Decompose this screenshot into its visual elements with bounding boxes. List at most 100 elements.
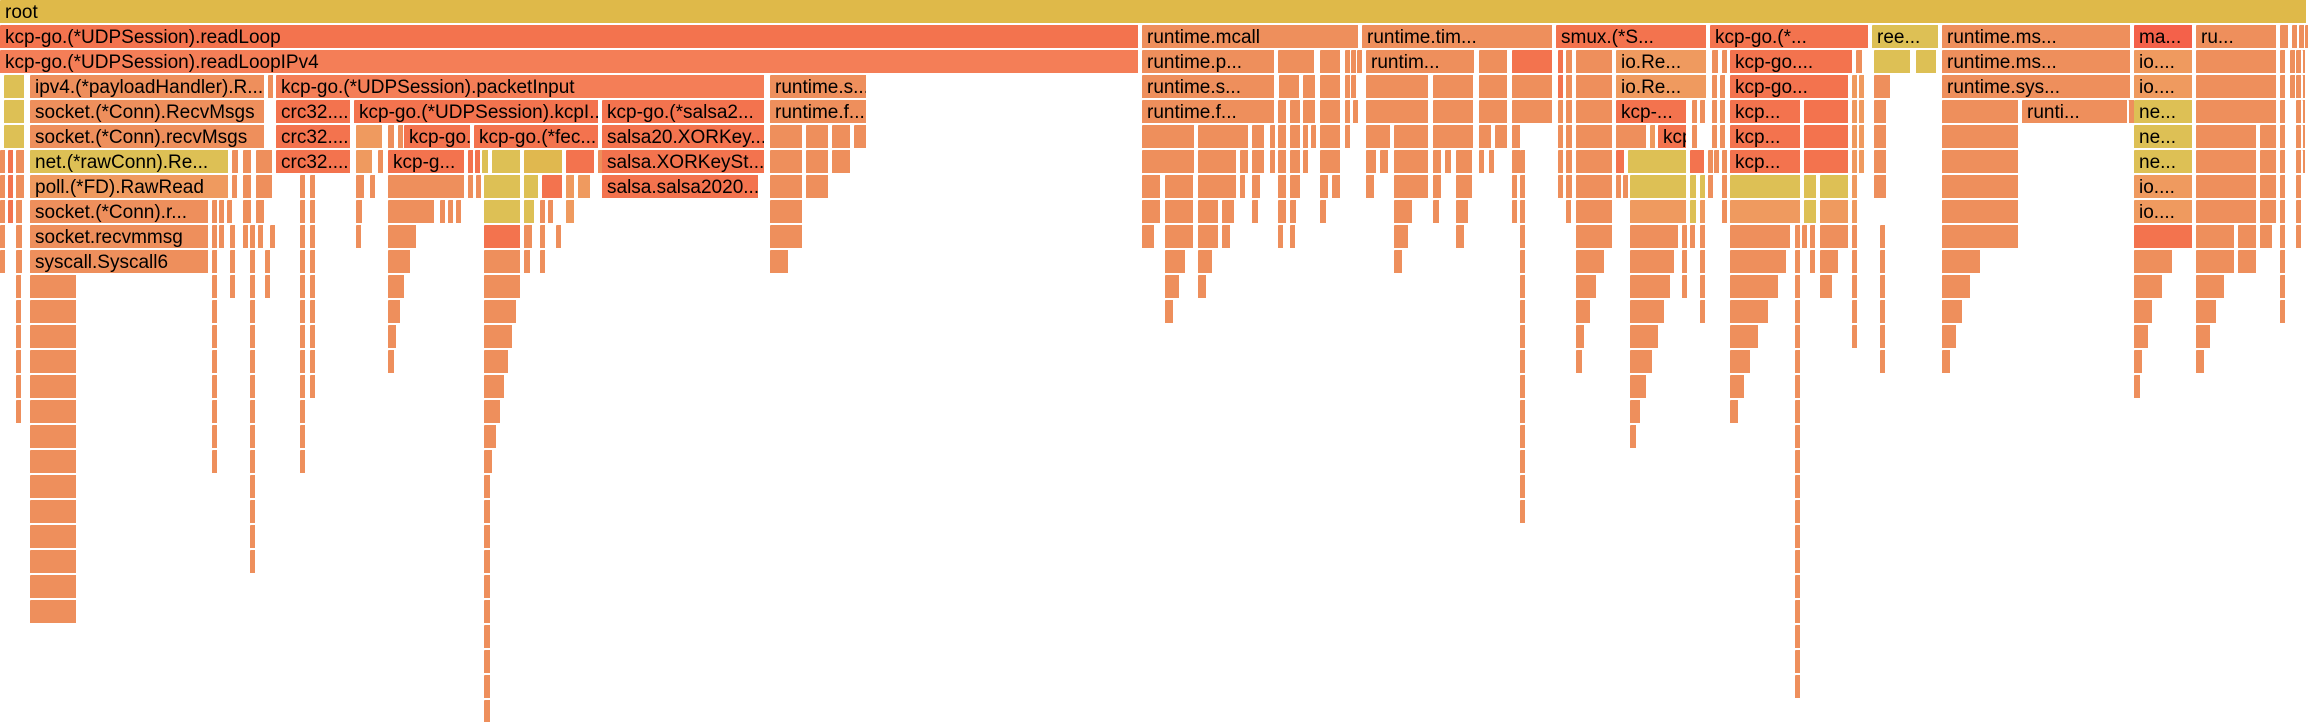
flame-frame-labeled[interactable]: salsa.XORKeySt... xyxy=(602,150,766,175)
flame-frame[interactable] xyxy=(1495,125,1509,150)
flame-frame[interactable] xyxy=(475,150,482,175)
flame-frame[interactable] xyxy=(484,200,522,225)
flame-frame[interactable] xyxy=(770,150,804,175)
flame-frame[interactable] xyxy=(2196,225,2236,250)
flame-frame[interactable] xyxy=(1576,200,1614,225)
flame-frame[interactable] xyxy=(16,175,26,200)
flame-frame[interactable] xyxy=(212,375,219,400)
flame-frame[interactable] xyxy=(310,375,317,400)
flame-frame-labeled[interactable]: runtime.sys... xyxy=(1942,75,2132,100)
flame-frame[interactable] xyxy=(1802,225,1809,250)
flame-frame[interactable] xyxy=(770,175,804,200)
flame-frame[interactable] xyxy=(356,200,364,225)
flame-frame[interactable] xyxy=(30,600,78,625)
flame-frame[interactable] xyxy=(1700,275,1707,300)
flame-frame[interactable] xyxy=(1520,475,1527,500)
flame-frame[interactable] xyxy=(16,400,23,425)
flame-frame[interactable] xyxy=(1512,125,1522,150)
flame-frame[interactable] xyxy=(1566,125,1574,150)
flame-frame[interactable] xyxy=(2196,50,2278,75)
flame-frame[interactable] xyxy=(1576,300,1592,325)
flame-frame[interactable] xyxy=(548,200,555,225)
flame-frame[interactable] xyxy=(2280,75,2287,100)
flame-frame[interactable] xyxy=(1303,100,1317,125)
flame-frame[interactable] xyxy=(230,250,237,275)
flame-frame[interactable] xyxy=(1630,275,1672,300)
flame-frame[interactable] xyxy=(1730,375,1746,400)
flame-frame[interactable] xyxy=(370,175,377,200)
flame-frame[interactable] xyxy=(524,200,536,225)
flame-frame[interactable] xyxy=(1859,100,1866,125)
flame-frame[interactable] xyxy=(1165,225,1195,250)
flame-frame[interactable] xyxy=(1252,150,1266,175)
flame-frame-labeled[interactable]: kcp-go.... xyxy=(1730,50,1854,75)
flame-frame[interactable] xyxy=(484,525,492,550)
flame-frame[interactable] xyxy=(300,425,307,450)
flame-frame[interactable] xyxy=(1616,125,1648,150)
flame-frame[interactable] xyxy=(1628,150,1688,175)
flame-frame[interactable] xyxy=(243,225,250,250)
flame-frame[interactable] xyxy=(2296,125,2303,150)
flame-frame[interactable] xyxy=(1320,75,1342,100)
flame-frame[interactable] xyxy=(30,575,78,600)
flame-frame[interactable] xyxy=(250,250,257,275)
flame-frame[interactable] xyxy=(1795,450,1802,475)
flame-frame[interactable] xyxy=(1616,175,1623,200)
flame-frame[interactable] xyxy=(388,175,466,200)
flame-frame[interactable] xyxy=(1720,125,1727,150)
flame-frame[interactable] xyxy=(1278,50,1316,75)
flame-frame[interactable] xyxy=(8,200,15,225)
flame-frame-labeled[interactable]: kcp-go.(*fec... xyxy=(474,125,600,150)
flame-frame[interactable] xyxy=(2280,250,2287,275)
flame-frame[interactable] xyxy=(1320,150,1342,175)
flame-frame[interactable] xyxy=(1692,125,1699,150)
flame-frame[interactable] xyxy=(1142,200,1162,225)
flame-frame[interactable] xyxy=(484,475,492,500)
flame-frame[interactable] xyxy=(1198,150,1238,175)
flame-frame-labeled[interactable]: runtime.mcall xyxy=(1142,25,1360,50)
flame-frame[interactable] xyxy=(2196,200,2258,225)
flame-frame[interactable] xyxy=(1722,200,1729,225)
flame-frame[interactable] xyxy=(2296,100,2303,125)
flame-frame[interactable] xyxy=(388,350,396,375)
flame-frame[interactable] xyxy=(2280,50,2287,75)
flame-frame[interactable] xyxy=(1700,200,1707,225)
flame-frame[interactable] xyxy=(1165,275,1181,300)
flame-frame[interactable] xyxy=(2196,250,2236,275)
flame-frame[interactable] xyxy=(1576,75,1614,100)
flame-frame[interactable] xyxy=(2300,150,2307,175)
flame-frame[interactable] xyxy=(1804,125,1850,150)
flame-frame[interactable] xyxy=(1874,50,1912,75)
flame-frame[interactable] xyxy=(1700,225,1707,250)
flame-frame[interactable] xyxy=(1380,150,1390,175)
flame-frame[interactable] xyxy=(250,275,257,300)
flame-frame[interactable] xyxy=(30,500,78,525)
flame-frame[interactable] xyxy=(806,150,830,175)
flame-frame[interactable] xyxy=(1700,175,1707,200)
flame-frame[interactable] xyxy=(356,225,363,250)
flame-frame[interactable] xyxy=(30,350,78,375)
flame-frame[interactable] xyxy=(1479,100,1509,125)
flame-frame[interactable] xyxy=(1722,175,1729,200)
flame-frame[interactable] xyxy=(1576,250,1606,275)
flame-frame[interactable] xyxy=(468,150,475,175)
flame-frame[interactable] xyxy=(1445,150,1453,175)
flame-frame[interactable] xyxy=(1320,125,1342,150)
flame-frame[interactable] xyxy=(1874,100,1888,125)
flame-frame[interactable] xyxy=(1804,200,1818,225)
flame-frame-labeled[interactable]: kcp-go.(*... xyxy=(1710,25,1870,50)
flame-frame[interactable] xyxy=(1795,275,1802,300)
flame-frame[interactable] xyxy=(1714,150,1721,175)
flame-frame[interactable] xyxy=(1722,150,1729,175)
flame-frame[interactable] xyxy=(2134,300,2154,325)
flame-frame[interactable] xyxy=(524,225,534,250)
flame-frame[interactable] xyxy=(356,175,366,200)
flame-frame[interactable] xyxy=(484,400,502,425)
flame-frame[interactable] xyxy=(1692,100,1699,125)
flame-frame-labeled[interactable]: net.(*rawConn).Re... xyxy=(30,150,230,175)
flame-frame[interactable] xyxy=(1456,225,1466,250)
flame-frame[interactable] xyxy=(482,150,490,175)
flame-frame[interactable] xyxy=(1795,400,1802,425)
flame-frame[interactable] xyxy=(258,225,265,250)
flame-frame[interactable] xyxy=(1880,350,1887,375)
